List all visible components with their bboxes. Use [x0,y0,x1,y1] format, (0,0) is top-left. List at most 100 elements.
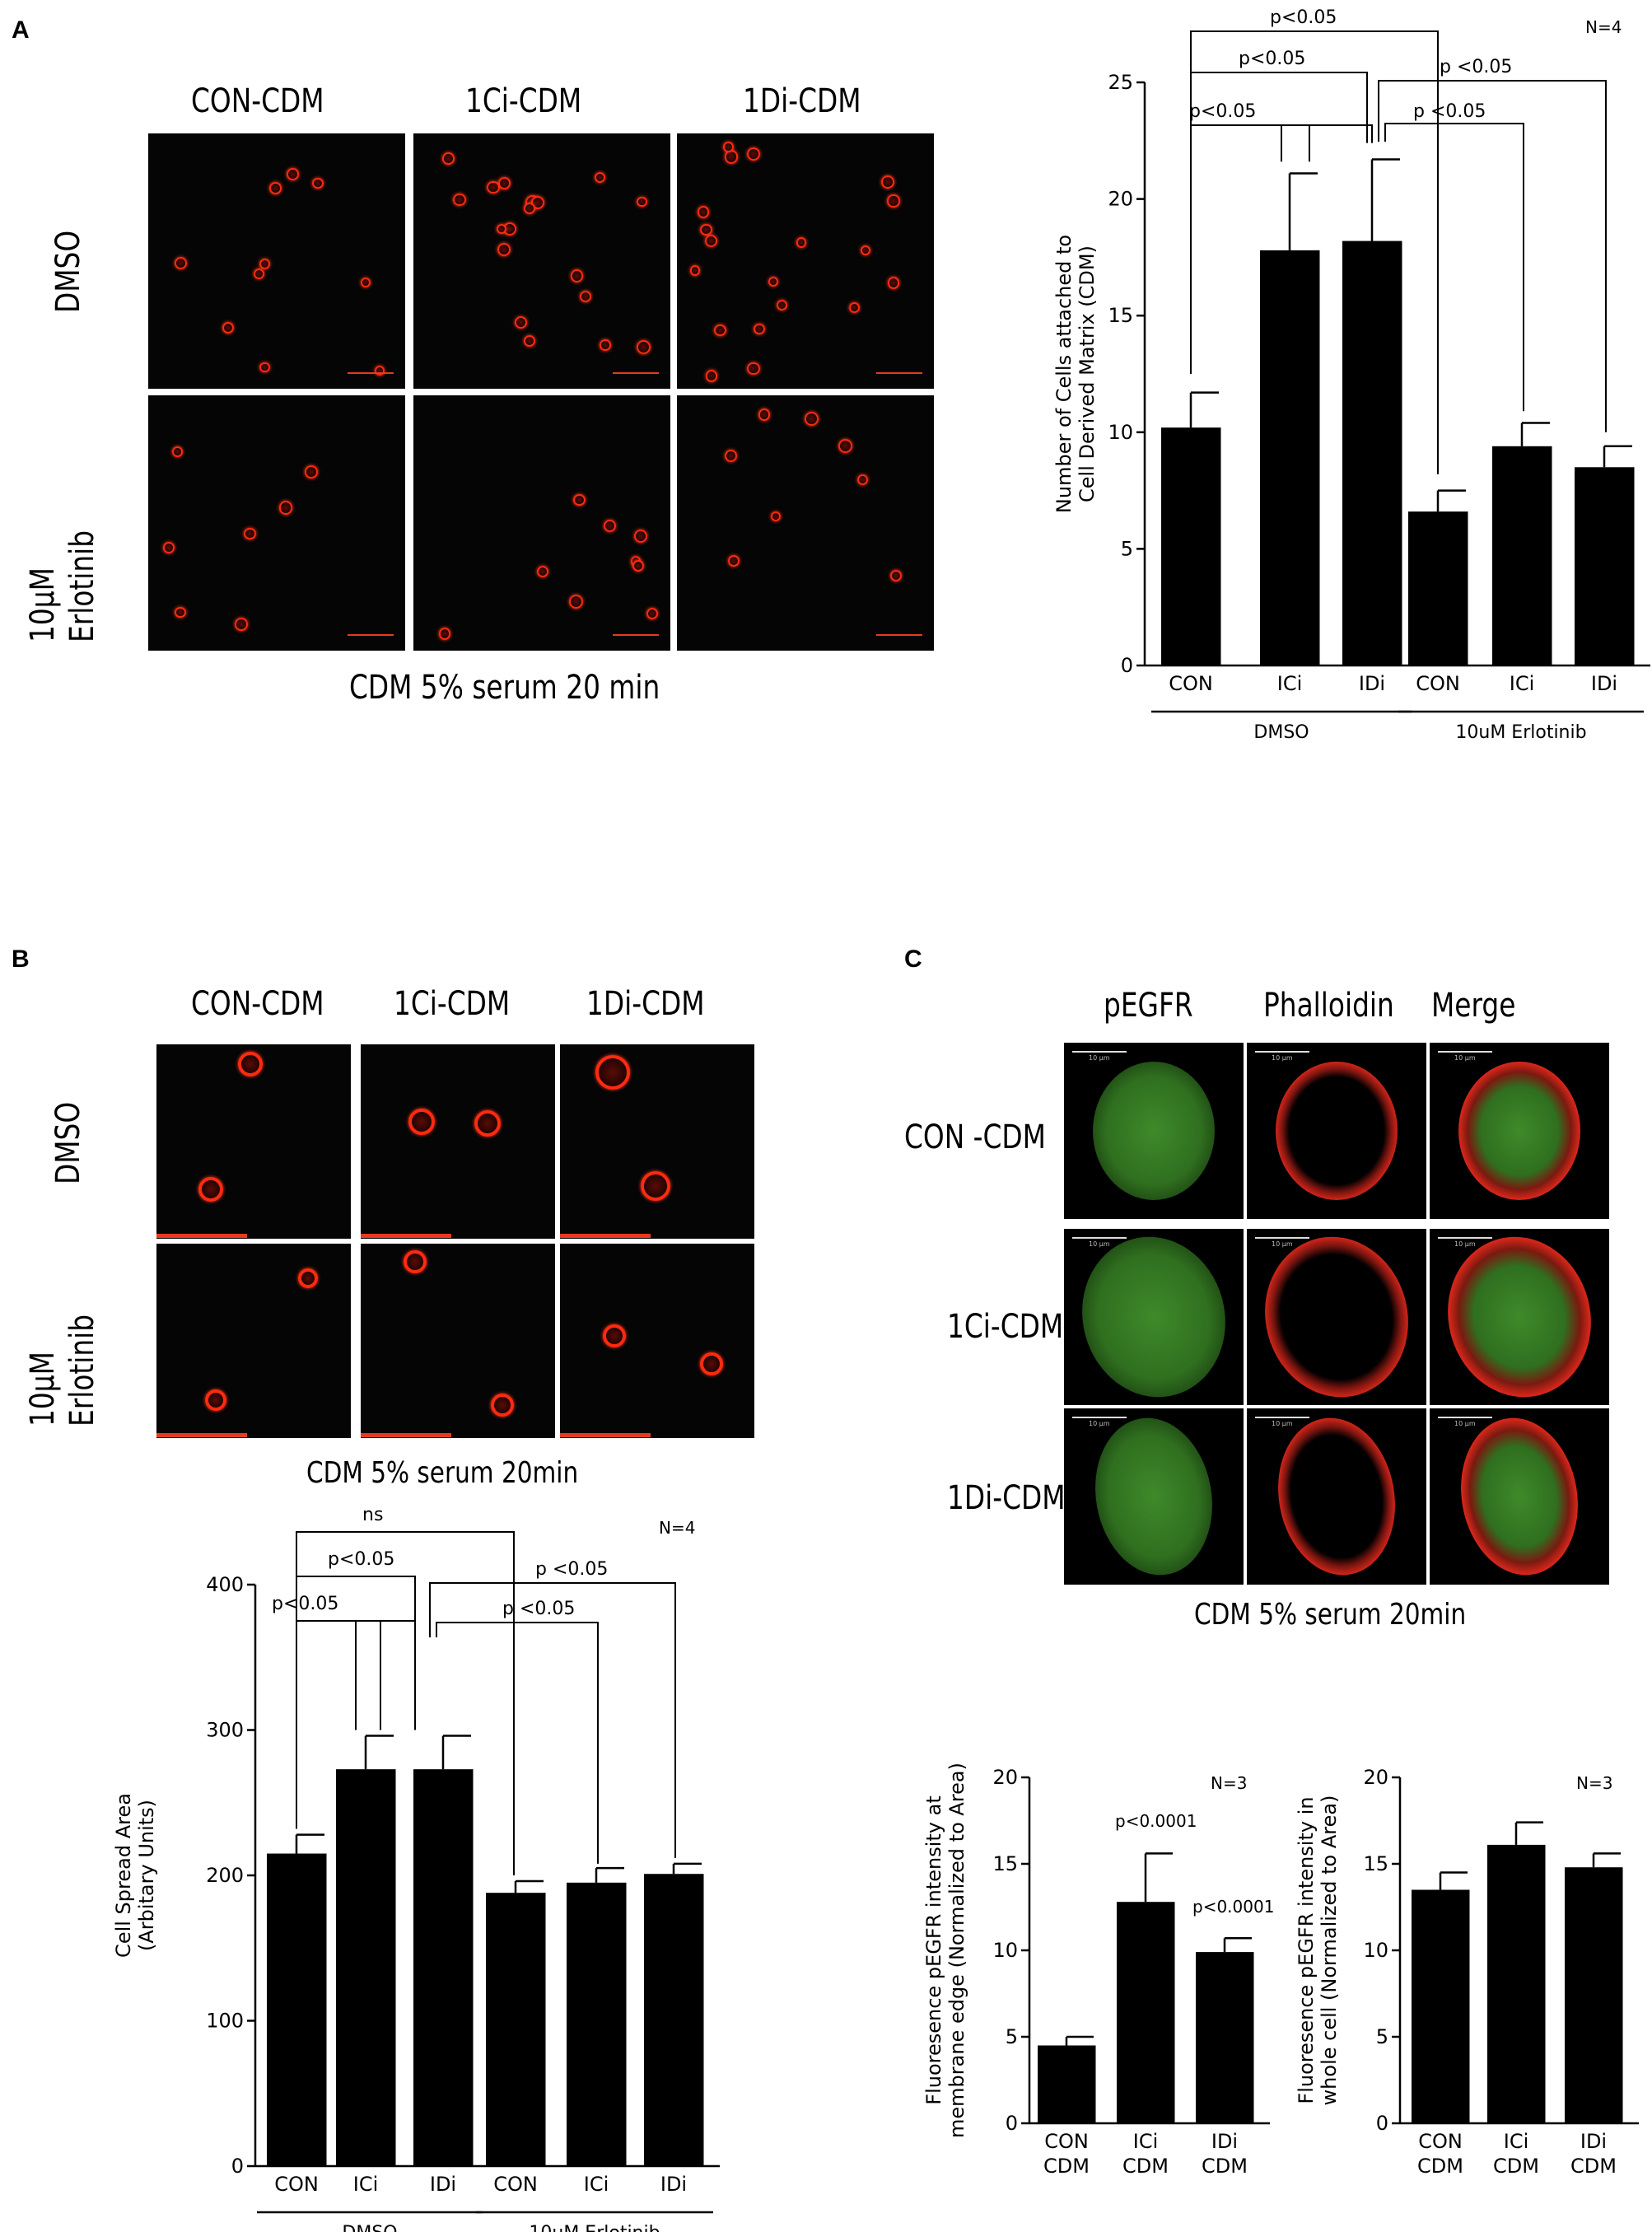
scale-bar [560,1433,651,1437]
bar [1492,446,1552,665]
bar [413,1769,473,2166]
micrograph [413,133,670,389]
y-tick-label: 100 [206,2010,244,2033]
cell [641,1171,670,1201]
cell [724,150,738,164]
x-tick-label: ICi [1133,2130,1159,2153]
x-tick-label: CDM [1122,2155,1169,2178]
cell [594,171,605,184]
x-tick-label: CDM [1417,2155,1463,2178]
micrograph: 10 µm [1430,1408,1609,1585]
scale-bar [348,634,394,636]
b-caption: CDM 5% serum 20min [306,1456,579,1490]
scale-label: 10 µm [1454,1420,1476,1427]
b-col-header-1di: 1Di-CDM [586,985,705,1023]
cell [498,177,511,189]
x-tick-label: CON [1416,672,1460,695]
cell [278,501,293,515]
a-col-header-con: CON-CDM [191,82,324,120]
y-tick-label: 0 [231,2155,244,2178]
y-tick-label: 0 [1121,654,1133,677]
b-row-label-dmso: DMSO [49,1101,87,1184]
scale-bar [1438,1237,1492,1239]
scale-bar [560,1234,651,1238]
n-label: N=3 [1576,1773,1612,1793]
cell [287,168,299,180]
bar [486,1893,545,2166]
bar [567,1882,626,2166]
x-tick-label: IDi [1359,672,1385,695]
group-label: DMSO [342,2223,397,2232]
significance-label: p<0.05 [1270,7,1337,28]
cell [887,194,900,208]
panel-letter-b: B [12,946,30,973]
cell [205,1389,226,1411]
cell [1266,1408,1407,1585]
a-col-header-1di: 1Di-CDM [743,82,861,120]
scale-label: 10 µm [1272,1420,1293,1427]
y-tick-label: 5 [1121,537,1133,560]
scale-bar [1255,1051,1309,1053]
chart-a-attachment: 0 5 10 15 20 25 CON ICi IDi CON ICi IDi Number of Ce… [1052,7,1650,741]
cell [706,370,718,382]
scale-label: 10 µm [1272,1240,1293,1248]
y-tick-label: 5 [1376,2025,1388,2048]
c-col-header-pegfr: pEGFR [1104,987,1193,1025]
cell [569,595,584,609]
cell [746,147,761,161]
x-tick-label: ICi [353,2173,379,2196]
x-tick-label: CON [1418,2130,1463,2153]
y-axis-label: Fluoresence pEGFR intensity in [1295,1796,1318,2104]
bar [1412,1889,1469,2123]
scale-label: 10 µm [1454,1240,1476,1248]
cell [254,268,265,280]
y-tick-label: 10 [1363,1939,1388,1962]
cell [235,618,248,632]
scale-bar [1072,1417,1127,1418]
cell [805,411,819,426]
significance-label: p <0.05 [1413,101,1486,122]
cell [259,362,270,373]
cell [269,182,282,195]
cell [632,559,645,572]
bar [1117,1902,1174,2123]
cell [637,196,647,208]
micrograph [677,133,934,389]
cell [796,237,807,248]
cell [1276,1062,1398,1200]
cell [633,529,647,543]
cell [1064,1229,1244,1405]
micrograph: 10 µm [1064,1229,1244,1405]
y-tick-label: 15 [1108,304,1133,327]
x-tick-label: CDM [1043,2155,1090,2178]
x-tick-label: CON [1169,672,1213,695]
cell [861,245,871,256]
cell [705,234,718,248]
scale-bar [1072,1237,1127,1239]
cell [1430,1229,1609,1405]
y-tick-label: 20 [1108,188,1133,211]
cell [724,450,737,463]
cell [238,1052,263,1076]
x-tick-label: IDi [1591,672,1617,695]
x-tick-label: CON [274,2173,319,2196]
y-tick-label: 10 [992,1939,1018,1962]
micrograph: 10 µm [1247,1408,1426,1585]
cell [474,1110,501,1137]
scale-label: 10 µm [1089,1240,1110,1248]
x-tick-label: ICi [1504,2130,1529,2153]
scale-bar [156,1234,247,1238]
scale-bar [1255,1237,1309,1239]
chart-b-spread: 0 100 200 300 400 CON ICi IDi CON ICi IDi Cell Spre… [112,1505,720,2232]
scale-bar [613,372,659,374]
panel-letter-c: C [904,946,922,973]
micrograph [156,1044,351,1239]
cell [244,528,256,540]
cell [222,321,235,334]
cell [497,224,507,235]
significance-bracket [1190,124,1310,374]
micrograph: 10 µm [1064,1043,1244,1219]
x-tick-label: IDi [430,2173,456,2196]
cell [174,606,186,619]
bar [1408,511,1468,665]
